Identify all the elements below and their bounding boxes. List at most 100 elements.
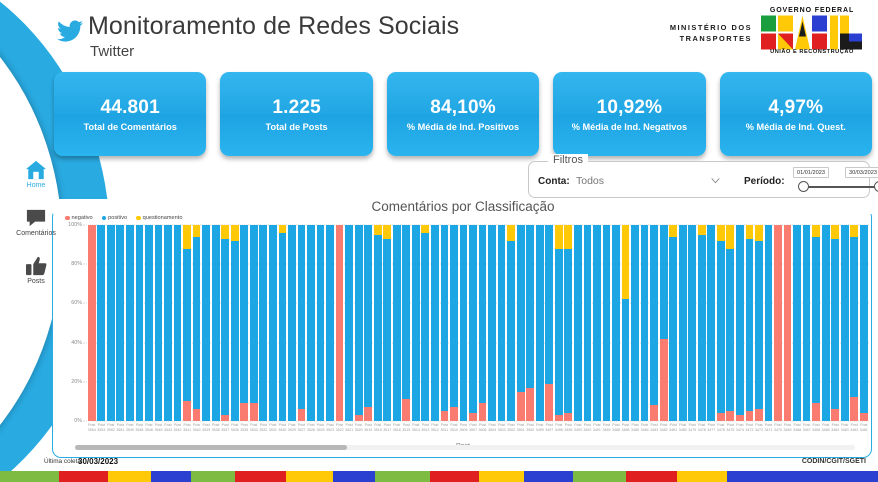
chart-bar[interactable]: [459, 225, 469, 421]
chart-bar[interactable]: [163, 225, 173, 421]
chart-bar[interactable]: [116, 225, 126, 421]
sidebar-item-comentarios[interactable]: Comentários: [8, 208, 64, 237]
chevron-down-icon[interactable]: [711, 178, 720, 184]
chart-bar[interactable]: [240, 225, 250, 421]
chart-bar[interactable]: [535, 225, 545, 421]
chart-bar[interactable]: [144, 225, 154, 421]
sidebar-item-home[interactable]: Home: [8, 160, 64, 189]
chart-bar[interactable]: [830, 225, 840, 421]
chart-bar[interactable]: [249, 225, 259, 421]
chart-bar[interactable]: [545, 225, 555, 421]
chart-bar-segment: [840, 225, 849, 421]
chart-bar[interactable]: [135, 225, 145, 421]
chart-bar-segment: [364, 225, 373, 408]
chart-bar[interactable]: [287, 225, 297, 421]
chart-bar[interactable]: [106, 225, 116, 421]
chart-bar[interactable]: [659, 225, 669, 421]
chart-bar[interactable]: [449, 225, 459, 421]
chart-bar[interactable]: [850, 225, 860, 421]
chart-bar[interactable]: [687, 225, 697, 421]
chart-bar[interactable]: [506, 225, 516, 421]
chart-bar[interactable]: [621, 225, 631, 421]
period-slider-knob-start[interactable]: [798, 181, 809, 192]
chart-bar[interactable]: [697, 225, 707, 421]
x-axis-tick-label: Post 3542: [173, 423, 182, 432]
chart-bar[interactable]: [754, 225, 764, 421]
chart-bar[interactable]: [201, 225, 211, 421]
period-slider-track[interactable]: [803, 186, 878, 188]
chart-bar[interactable]: [402, 225, 412, 421]
chart-bar[interactable]: [573, 225, 583, 421]
chart-bar[interactable]: [316, 225, 326, 421]
chart-bar[interactable]: [602, 225, 612, 421]
chart-bar[interactable]: [344, 225, 354, 421]
chart-bar[interactable]: [859, 225, 869, 421]
chart-bar[interactable]: [97, 225, 107, 421]
chart-bar[interactable]: [840, 225, 850, 421]
chart-bar[interactable]: [516, 225, 526, 421]
chart-bar[interactable]: [745, 225, 755, 421]
chart-bar[interactable]: [325, 225, 335, 421]
legend-item[interactable]: positivo: [101, 215, 127, 221]
chart-bar[interactable]: [678, 225, 688, 421]
chart-bar[interactable]: [154, 225, 164, 421]
chart-bar[interactable]: [87, 225, 97, 421]
chart-bar[interactable]: [764, 225, 774, 421]
legend-item[interactable]: questionamento: [136, 215, 182, 221]
chart-horizontal-scrollbar[interactable]: [75, 445, 855, 450]
chart-bar[interactable]: [297, 225, 307, 421]
chart-bar[interactable]: [182, 225, 192, 421]
chart-bar[interactable]: [125, 225, 135, 421]
chart-bar[interactable]: [792, 225, 802, 421]
chart-bar[interactable]: [411, 225, 421, 421]
chart-bar[interactable]: [783, 225, 793, 421]
chart-bar[interactable]: [220, 225, 230, 421]
chart-bar[interactable]: [611, 225, 621, 421]
chart-bar[interactable]: [554, 225, 564, 421]
chart-bar[interactable]: [707, 225, 717, 421]
chart-bar[interactable]: [230, 225, 240, 421]
chart-bar[interactable]: [278, 225, 288, 421]
chart-bar[interactable]: [811, 225, 821, 421]
chart-bar[interactable]: [735, 225, 745, 421]
chart-bar[interactable]: [716, 225, 726, 421]
chart-bar[interactable]: [382, 225, 392, 421]
chart-bar[interactable]: [668, 225, 678, 421]
legend-item[interactable]: negativo: [65, 215, 93, 221]
chart-bar[interactable]: [726, 225, 736, 421]
chart-bar[interactable]: [497, 225, 507, 421]
chart-bar[interactable]: [354, 225, 364, 421]
chart-bar[interactable]: [802, 225, 812, 421]
chart-bar[interactable]: [821, 225, 831, 421]
chart-bar[interactable]: [640, 225, 650, 421]
sidebar-item-posts[interactable]: Posts: [8, 256, 64, 285]
chart-bar[interactable]: [592, 225, 602, 421]
chart-bar[interactable]: [392, 225, 402, 421]
chart-bar[interactable]: [583, 225, 593, 421]
chart-bar[interactable]: [173, 225, 183, 421]
chart-bar[interactable]: [363, 225, 373, 421]
chart-bar[interactable]: [773, 225, 783, 421]
chart-bar[interactable]: [468, 225, 478, 421]
chart-scrollbar-thumb[interactable]: [75, 445, 347, 450]
period-slider-knob-end[interactable]: [874, 181, 878, 192]
chart-bar[interactable]: [421, 225, 431, 421]
chart-bar[interactable]: [259, 225, 269, 421]
chart-bar[interactable]: [373, 225, 383, 421]
chart-bar[interactable]: [630, 225, 640, 421]
chart-bar[interactable]: [525, 225, 535, 421]
conta-select[interactable]: [573, 172, 718, 190]
chart-bar[interactable]: [564, 225, 574, 421]
chart-bar[interactable]: [649, 225, 659, 421]
date-start-chip[interactable]: 01/01/2023: [793, 167, 829, 178]
chart-bar[interactable]: [335, 225, 345, 421]
chart-bar[interactable]: [211, 225, 221, 421]
chart-bar[interactable]: [478, 225, 488, 421]
chart-bar[interactable]: [268, 225, 278, 421]
chart-bar[interactable]: [430, 225, 440, 421]
chart-bar[interactable]: [192, 225, 202, 421]
chart-bar[interactable]: [487, 225, 497, 421]
chart-bar[interactable]: [306, 225, 316, 421]
chart-bar[interactable]: [440, 225, 450, 421]
date-end-chip[interactable]: 30/03/2023: [845, 167, 878, 178]
